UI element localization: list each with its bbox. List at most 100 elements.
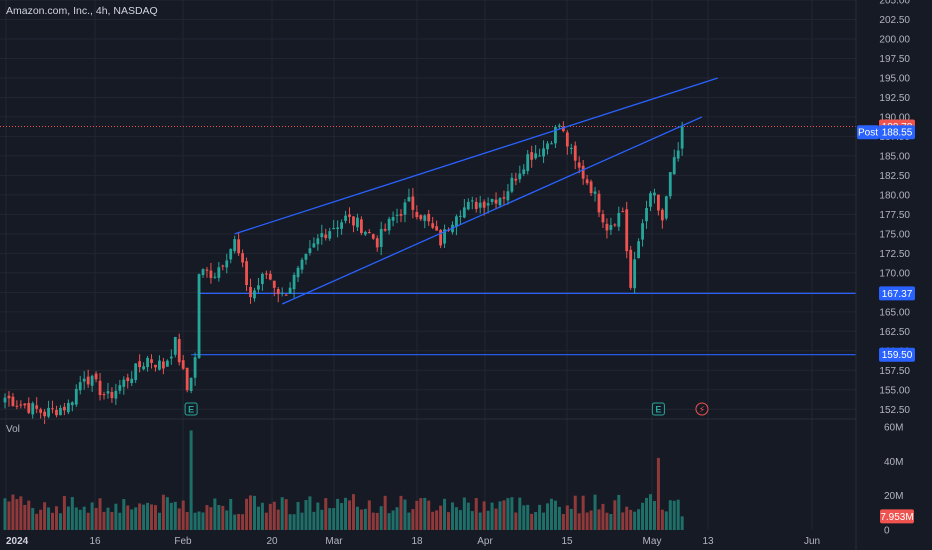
- volume-bar: [415, 500, 419, 530]
- candle: [637, 238, 640, 259]
- volume-bar: [205, 505, 209, 530]
- volume-bar: [549, 498, 553, 530]
- volume-bar: [403, 499, 407, 530]
- volume-bar: [268, 503, 272, 530]
- volume-bar: [15, 499, 19, 530]
- volume-bar: [660, 509, 664, 530]
- candle: [142, 362, 145, 371]
- candle: [605, 218, 609, 239]
- channel-upper-trendline[interactable]: [234, 77, 718, 235]
- price-tick-label: 192.50: [879, 93, 910, 104]
- volume-bar: [118, 512, 122, 530]
- candle: [431, 216, 435, 230]
- earnings-icon[interactable]: E: [651, 402, 665, 416]
- volume-bar: [605, 512, 609, 530]
- candle: [221, 264, 225, 271]
- candle: [213, 272, 217, 279]
- volume-bar: [157, 512, 161, 530]
- volume-bar: [249, 495, 253, 530]
- candle: [63, 402, 66, 416]
- volume-bar: [328, 508, 332, 530]
- candle: [134, 363, 138, 384]
- candle: [633, 251, 637, 294]
- candle: [625, 201, 629, 259]
- volume-bar: [58, 513, 62, 530]
- candle: [530, 145, 534, 168]
- candle: [538, 148, 541, 157]
- candle: [617, 206, 621, 231]
- price-tick-label: 205.00: [879, 0, 910, 7]
- volume-bar: [641, 502, 645, 530]
- price-tick-label: 197.50: [879, 54, 910, 65]
- candle: [280, 287, 284, 297]
- volume-bar: [62, 496, 66, 530]
- volume-bar: [114, 503, 118, 530]
- volume-bar: [680, 516, 684, 530]
- candle: [554, 124, 557, 149]
- candlesticks: [3, 121, 684, 424]
- volume-bar: [375, 512, 379, 530]
- candle: [23, 403, 27, 409]
- volume-bar: [439, 505, 443, 530]
- volume-bar: [494, 508, 498, 530]
- candle: [459, 210, 462, 225]
- candle: [371, 233, 375, 240]
- earnings-icon[interactable]: E: [184, 402, 198, 416]
- channel-lower-trendline[interactable]: [281, 116, 703, 305]
- candle: [657, 194, 660, 216]
- volume-bar: [656, 457, 660, 530]
- volume-bar: [538, 504, 542, 530]
- volume-bar: [23, 504, 27, 530]
- candle: [130, 371, 134, 387]
- volume-bar: [122, 499, 126, 530]
- candle: [352, 216, 355, 233]
- candle: [375, 235, 379, 252]
- time-tick-label: Feb: [174, 536, 192, 547]
- time-tick-label: 2024: [6, 536, 29, 547]
- volume-bar: [379, 506, 383, 530]
- volume-bar: [526, 504, 530, 530]
- price-tick-label: 182.50: [879, 171, 910, 182]
- svg-text:⚡: ⚡: [699, 405, 705, 415]
- volume-bar: [264, 512, 268, 530]
- candle: [470, 196, 474, 210]
- volume-bar: [181, 500, 185, 530]
- candle: [573, 141, 577, 170]
- candle: [466, 198, 470, 211]
- candle: [526, 149, 530, 175]
- volume-bar: [561, 514, 565, 530]
- time-tick-label: Mar: [325, 536, 343, 547]
- volume-bar: [625, 506, 629, 530]
- volume-bar: [312, 511, 316, 530]
- chart-grid: [0, 0, 856, 530]
- candle: [518, 165, 522, 183]
- time-tick-label: 13: [702, 536, 714, 547]
- candle: [177, 333, 181, 366]
- candle: [439, 229, 442, 249]
- candle: [660, 208, 664, 229]
- candle: [312, 237, 316, 248]
- candle: [415, 205, 419, 220]
- volume-bar: [94, 507, 98, 530]
- dividend-icon[interactable]: ⚡: [695, 402, 709, 416]
- volume-bar: [391, 510, 395, 530]
- volume-bar: [280, 497, 284, 530]
- candle: [645, 200, 648, 229]
- candle: [506, 183, 510, 205]
- volume-bar: [652, 500, 656, 530]
- candle: [649, 191, 652, 212]
- candle: [680, 121, 684, 156]
- volume-bar: [241, 514, 245, 530]
- volume-bar: [645, 497, 649, 530]
- volume-bar: [86, 512, 90, 530]
- candle: [31, 401, 35, 419]
- candle: [292, 272, 296, 298]
- volume-bar: [474, 498, 478, 530]
- candle: [245, 257, 248, 292]
- volume-tick-label: 0: [884, 526, 890, 537]
- volume-bar: [565, 505, 569, 530]
- volume-axis: 60M 40M 20M 0 7.953M: [880, 423, 914, 537]
- volume-bar: [189, 430, 193, 530]
- volume-tick-label: 40M: [884, 457, 903, 468]
